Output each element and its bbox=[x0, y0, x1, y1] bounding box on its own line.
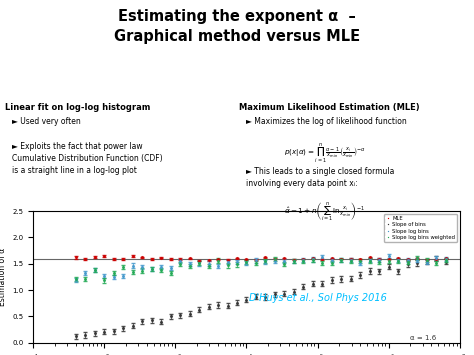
Text: D'Huys et al., Sol Phys 2016: D'Huys et al., Sol Phys 2016 bbox=[249, 293, 387, 303]
Text: $p(x|\alpha) = \prod_{i=1}^{n} \frac{\alpha-1}{x_{\mathrm{min}}} \left(\frac{x_i: $p(x|\alpha) = \prod_{i=1}^{n} \frac{\al… bbox=[284, 142, 366, 165]
Text: Linear fit on log-log histogram: Linear fit on log-log histogram bbox=[5, 103, 150, 112]
Legend: MLE, Slope of bins, Slope log bins, Slope log bins weighted: MLE, Slope of bins, Slope log bins, Slop… bbox=[384, 214, 457, 242]
Text: ► This leads to a single closed formula
involving every data point xᵢ:: ► This leads to a single closed formula … bbox=[246, 167, 395, 188]
Text: Estimating the exponent α  –
Graphical method versus MLE: Estimating the exponent α – Graphical me… bbox=[114, 9, 360, 44]
Text: ► Exploits the fact that power law
Cumulative Distribution Function (CDF)
is a s: ► Exploits the fact that power law Cumul… bbox=[12, 142, 163, 175]
Y-axis label: Estimation of α: Estimation of α bbox=[0, 248, 7, 306]
Text: $\hat{\alpha} = 1 + n \left(\sum_{i=1}^{n} \ln \frac{x_i}{x_{\mathrm{min}}}\righ: $\hat{\alpha} = 1 + n \left(\sum_{i=1}^{… bbox=[284, 201, 365, 223]
Text: ► Used very often: ► Used very often bbox=[12, 117, 81, 126]
Text: ► Maximizes the log of likelihood function: ► Maximizes the log of likelihood functi… bbox=[246, 117, 407, 126]
Text: Maximum Likelihood Estimation (MLE): Maximum Likelihood Estimation (MLE) bbox=[239, 103, 420, 112]
Text: α = 1.6: α = 1.6 bbox=[410, 335, 437, 341]
